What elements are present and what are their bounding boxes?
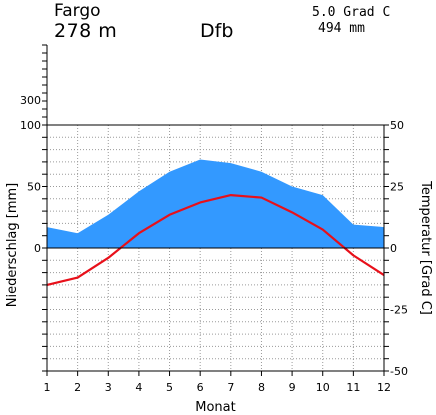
station-elevation: 278 m: [54, 20, 118, 42]
climate-classification: Dfb: [200, 20, 234, 42]
precipitation-area: [47, 159, 384, 248]
precipitation-area-fill: [47, 159, 384, 248]
x-tick-label: 3: [105, 381, 112, 394]
axes: [42, 44, 389, 376]
x-tick-label: 10: [316, 381, 330, 394]
x-tick-label: 2: [74, 381, 81, 394]
temperature-line: [46, 194, 385, 286]
y-tick-label-right: 50: [390, 119, 404, 132]
mean-temperature: 5.0 Grad C: [312, 5, 391, 20]
y-tick-label-right: 25: [390, 181, 404, 194]
x-tick-label: 9: [289, 381, 296, 394]
x-tick-label: 1: [44, 381, 51, 394]
x-tick-label: 5: [166, 381, 173, 394]
x-tick-label: 12: [377, 381, 391, 394]
y-axis-title-right: Temperatur [Grad C]: [418, 180, 433, 315]
y-tick-label-right: -25: [390, 304, 408, 317]
x-tick-label: 11: [346, 381, 360, 394]
x-tick-label: 4: [135, 381, 142, 394]
temperature-line-path: [46, 194, 385, 286]
y-axis-title-left: Niederschlag [mm]: [5, 183, 20, 308]
y-tick-label-left: 50: [27, 181, 41, 194]
y-tick-label-left: 0: [34, 242, 41, 255]
x-tick-label: 8: [258, 381, 265, 394]
upper-scale-label: 300: [20, 94, 41, 107]
y-tick-label-left: 100: [20, 119, 41, 132]
x-tick-label: 6: [197, 381, 204, 394]
station-name: Fargo: [54, 1, 101, 21]
x-tick-label: 7: [227, 381, 234, 394]
y-tick-label-right: 0: [390, 242, 397, 255]
x-axis-title: Monat: [195, 400, 235, 415]
annual-precipitation: 494 mm: [318, 21, 365, 36]
y-tick-label-right: -50: [390, 365, 408, 378]
